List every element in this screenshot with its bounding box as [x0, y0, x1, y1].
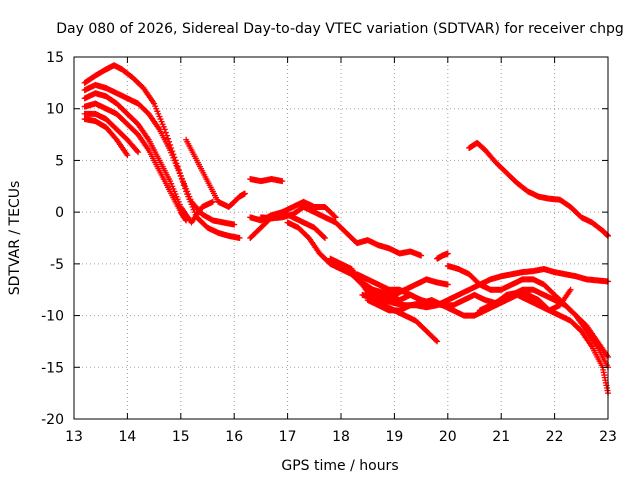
- x-tick-label: 19: [385, 429, 403, 445]
- series-track-12: [284, 219, 451, 298]
- data-point: [231, 221, 238, 228]
- data-point: [209, 198, 216, 205]
- grid-layer: [74, 57, 608, 419]
- y-tick-label: 15: [46, 50, 64, 66]
- series-track-16: [354, 271, 611, 397]
- data-point: [320, 233, 327, 240]
- series-track-11: [257, 203, 425, 259]
- data-layer: [81, 62, 611, 397]
- series-track-19: [466, 139, 611, 239]
- data-point: [332, 214, 339, 221]
- data-point: [331, 213, 338, 220]
- data-point: [161, 126, 168, 133]
- label-layer: Day 080 of 2026, Sidereal Day-to-day VTE…: [7, 21, 624, 474]
- series-track-18: [476, 286, 611, 360]
- series-track-4: [81, 100, 190, 224]
- data-point: [567, 286, 574, 293]
- data-point: [162, 129, 169, 136]
- series-track-2: [81, 81, 238, 228]
- data-point: [418, 297, 425, 304]
- axes-layer: [73, 56, 609, 420]
- series-track-3: [81, 90, 216, 226]
- x-tick-label: 14: [118, 429, 136, 445]
- y-tick-label: -15: [41, 360, 64, 376]
- data-point: [444, 281, 451, 288]
- y-tick-label: -10: [41, 309, 64, 325]
- x-tick-label: 20: [439, 429, 457, 445]
- series-track-21: [332, 260, 425, 304]
- data-point: [124, 152, 131, 159]
- data-point: [279, 178, 286, 185]
- y-tick-label: -20: [41, 412, 64, 428]
- data-point: [433, 337, 440, 344]
- data-point: [236, 235, 243, 241]
- data-point: [321, 235, 328, 241]
- data-point: [241, 190, 248, 197]
- series-track-7: [183, 136, 248, 210]
- series-track-20: [434, 250, 451, 262]
- data-point: [418, 252, 425, 259]
- data-point: [164, 135, 171, 142]
- data-point: [434, 338, 441, 345]
- x-tick-label: 22: [546, 429, 564, 445]
- x-tick-label: 21: [492, 429, 510, 445]
- data-point: [134, 147, 141, 154]
- x-axis-label: GPS time / hours: [281, 458, 398, 474]
- y-axis-label: SDTVAR / TECUs: [7, 181, 23, 296]
- y-tick-label: -5: [50, 257, 64, 273]
- x-tick-label: 16: [225, 429, 243, 445]
- y-tick-label: 0: [55, 205, 64, 221]
- data-point: [444, 250, 451, 257]
- x-tick-label: 13: [65, 429, 83, 445]
- series-track-6: [81, 116, 131, 159]
- series-track-5: [81, 110, 142, 156]
- data-point: [183, 217, 190, 224]
- x-tick-label: 23: [599, 429, 617, 445]
- series-track-1: [81, 62, 243, 241]
- y-tick-label: 10: [46, 102, 64, 118]
- x-tick-label: 17: [279, 429, 297, 445]
- data-point: [135, 149, 142, 156]
- x-tick-label: 15: [172, 429, 190, 445]
- series-track-8: [247, 176, 286, 185]
- x-tick-label: 18: [332, 429, 350, 445]
- y-tick-label: 5: [55, 153, 64, 169]
- chart-title: Day 080 of 2026, Sidereal Day-to-day VTE…: [56, 21, 624, 37]
